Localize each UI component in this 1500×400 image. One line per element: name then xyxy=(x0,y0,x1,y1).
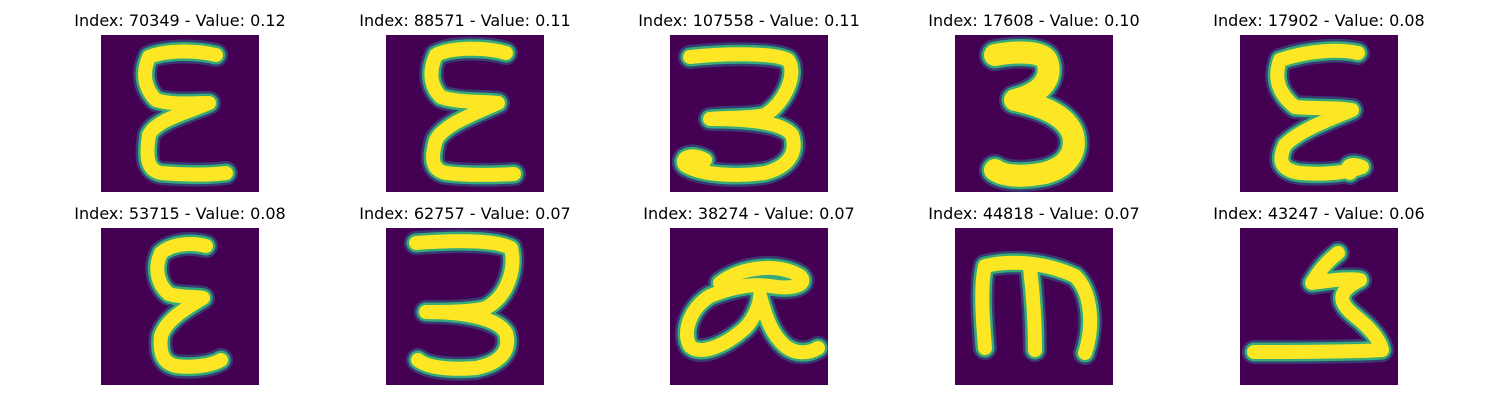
panel-title: Index: 44818 - Value: 0.07 xyxy=(928,204,1140,223)
glyph-stroke xyxy=(409,234,520,376)
panel-9: Index: 44818 - Value: 0.07 xyxy=(904,193,1164,385)
panel-4: Index: 17608 - Value: 0.10 xyxy=(904,0,1164,192)
glyph-stroke xyxy=(424,41,521,182)
panel-title: Index: 53715 - Value: 0.08 xyxy=(74,204,286,223)
digit-image xyxy=(1240,35,1398,192)
glyph-stroke xyxy=(1247,246,1389,359)
panel-title: Index: 88571 - Value: 0.11 xyxy=(359,11,571,30)
digit-image xyxy=(670,228,828,385)
glyph-stroke xyxy=(975,255,1098,360)
digit-image xyxy=(1240,228,1398,385)
panel-title: Index: 107558 - Value: 0.11 xyxy=(638,11,860,30)
panel-title: Index: 43247 - Value: 0.06 xyxy=(1213,204,1425,223)
panel-7: Index: 62757 - Value: 0.07 xyxy=(335,193,595,385)
digit-image xyxy=(955,228,1113,385)
digit-image xyxy=(386,35,544,192)
glyph-stroke xyxy=(1270,43,1369,181)
alpha-glyph-icon xyxy=(670,228,828,385)
panel-title: Index: 17608 - Value: 0.10 xyxy=(928,11,1140,30)
three-glyph-icon xyxy=(670,35,828,192)
reversed-s-glyph-icon xyxy=(1240,228,1398,385)
digit-image xyxy=(670,35,828,192)
glyph-stroke xyxy=(138,44,233,182)
digit-image xyxy=(955,35,1113,192)
panel-1: Index: 70349 - Value: 0.12 xyxy=(50,0,310,192)
glyph-stroke xyxy=(150,237,228,374)
digit-image xyxy=(386,228,544,385)
three-glyph-icon xyxy=(386,228,544,385)
epsilon-glyph-icon xyxy=(101,228,259,385)
epsilon-glyph-icon xyxy=(1240,35,1398,192)
glyph-stroke xyxy=(984,41,1085,187)
digit-image xyxy=(101,35,259,192)
panel-title: Index: 62757 - Value: 0.07 xyxy=(359,204,571,223)
panel-3: Index: 107558 - Value: 0.11 xyxy=(619,0,879,192)
panel-title: Index: 38274 - Value: 0.07 xyxy=(643,204,855,223)
m-glyph-icon xyxy=(955,228,1113,385)
epsilon-glyph-icon xyxy=(101,35,259,192)
panel-5: Index: 17902 - Value: 0.08 xyxy=(1189,0,1449,192)
panel-8: Index: 38274 - Value: 0.07 xyxy=(619,193,879,385)
digit-image xyxy=(101,228,259,385)
panel-2: Index: 88571 - Value: 0.11 xyxy=(335,0,595,192)
glyph-stroke xyxy=(676,47,801,182)
panel-10: Index: 43247 - Value: 0.06 xyxy=(1189,193,1449,385)
epsilon-glyph-icon xyxy=(386,35,544,192)
panel-title: Index: 17902 - Value: 0.08 xyxy=(1213,11,1425,30)
panel-6: Index: 53715 - Value: 0.08 xyxy=(50,193,310,385)
panel-title: Index: 70349 - Value: 0.12 xyxy=(74,11,286,30)
glyph-stroke xyxy=(679,260,825,360)
three-glyph-icon xyxy=(955,35,1113,192)
